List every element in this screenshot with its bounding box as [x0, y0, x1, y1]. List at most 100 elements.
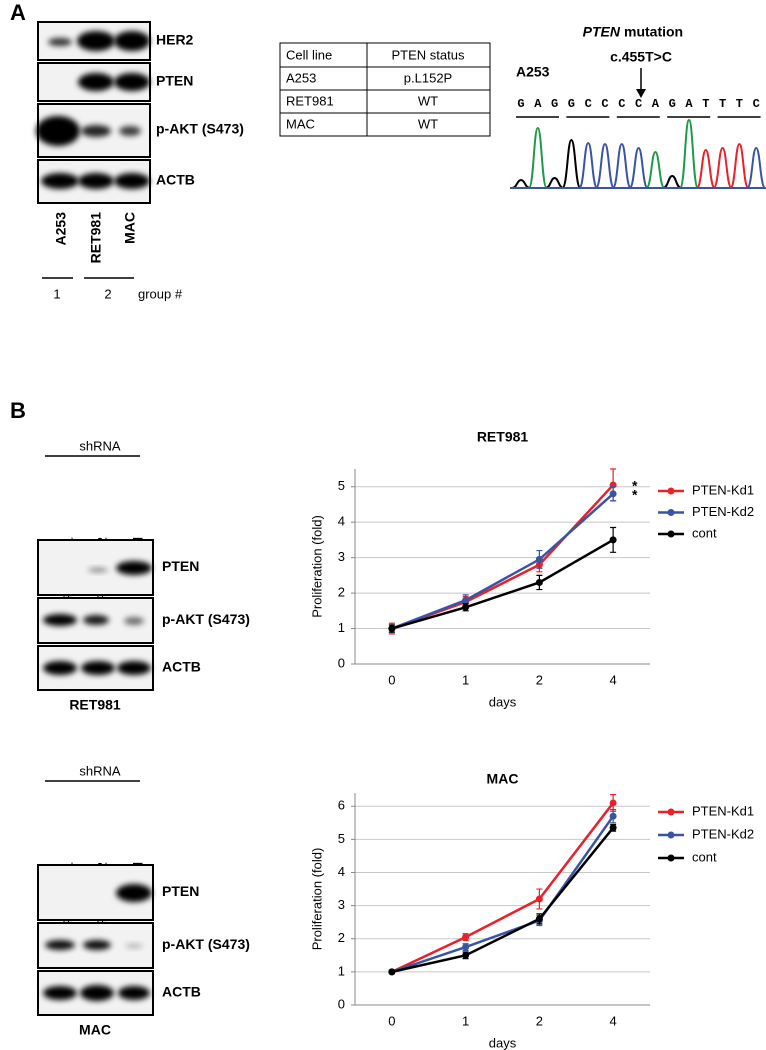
x-axis-label: days — [489, 694, 517, 709]
data-point — [388, 968, 396, 976]
lane-label: RET981 — [88, 212, 104, 264]
data-point — [462, 933, 470, 941]
blot-band — [77, 31, 115, 51]
y-axis-label: Proliferation (fold) — [309, 515, 324, 618]
x-tick-label: 1 — [462, 672, 469, 687]
series-line — [391, 492, 614, 630]
data-point — [609, 490, 617, 498]
x-tick-label: 2 — [536, 672, 543, 687]
series-line — [391, 826, 615, 974]
blot-band — [43, 986, 77, 1000]
base-call: G — [551, 97, 558, 111]
data-point — [462, 943, 470, 951]
base-call: T — [719, 97, 726, 111]
blot-band — [114, 31, 150, 51]
base-call: C — [601, 97, 608, 111]
annotation: * — [632, 478, 638, 494]
data-point — [462, 603, 470, 611]
blot-row-label: PTEN — [162, 883, 199, 899]
base-call: A — [534, 97, 542, 111]
legend-label: cont — [692, 849, 717, 864]
trace-peak — [545, 176, 564, 189]
blot-band — [88, 568, 108, 572]
y-tick-label: 6 — [338, 798, 345, 813]
trace-peak — [662, 174, 682, 189]
y-tick-label: 1 — [338, 620, 345, 635]
blot-band — [116, 561, 152, 575]
y-tick-label: 0 — [338, 655, 345, 670]
blot-row-label: PTEN — [156, 73, 193, 89]
blot-band — [125, 944, 143, 948]
shrna-label: shRNA — [79, 438, 121, 453]
y-tick-label: 2 — [338, 930, 345, 945]
y-tick-label: 5 — [338, 831, 345, 846]
blot-row-label: HER2 — [156, 32, 194, 48]
blot-band — [118, 986, 150, 1000]
group-number: 1 — [53, 286, 60, 301]
blot-row-label: ACTB — [162, 659, 201, 675]
y-axis-label: Proliferation (fold) — [309, 848, 324, 951]
blot-band — [43, 661, 77, 675]
series-line — [391, 484, 615, 630]
annotation: * — [632, 487, 638, 503]
blot-row-label: ACTB — [162, 984, 201, 1000]
panel-label: A — [10, 0, 26, 25]
legend-label: PTEN-Kd1 — [692, 482, 754, 497]
mutation-arrowhead — [636, 89, 646, 98]
legend-label: PTEN-Kd2 — [692, 504, 754, 519]
blot-band — [114, 173, 150, 189]
x-tick-label: 1 — [462, 1013, 469, 1028]
group-label: group # — [138, 286, 183, 301]
base-call: C — [618, 97, 625, 111]
blot-band — [116, 884, 152, 902]
x-tick-label: 4 — [610, 672, 617, 687]
trace-peak — [679, 118, 699, 189]
y-tick-label: 1 — [338, 963, 345, 978]
base-call: G — [568, 97, 575, 111]
legend-label: PTEN-Kd1 — [692, 803, 754, 818]
legend-marker — [667, 509, 675, 516]
base-call: T — [702, 97, 709, 111]
mutation-label: c.455T>C — [610, 49, 672, 65]
trace-peak — [595, 142, 615, 189]
sample-label: A253 — [516, 64, 550, 80]
table-cell: p.L152P — [404, 70, 452, 85]
legend-marker — [667, 487, 675, 495]
blot-band — [80, 985, 114, 1001]
lane-label: A253 — [53, 212, 69, 246]
blot-band — [78, 173, 114, 189]
base-call: C — [635, 97, 642, 111]
series-line — [391, 538, 614, 630]
table-cell: A253 — [286, 70, 316, 85]
panel-label: B — [10, 398, 26, 423]
blot-band — [48, 38, 72, 46]
base-call: G — [669, 97, 676, 111]
y-tick-label: 0 — [338, 996, 345, 1011]
legend-label: cont — [692, 525, 717, 540]
chart-title: MAC — [487, 771, 519, 787]
table-cell: WT — [418, 116, 438, 131]
table-header: PTEN status — [392, 47, 465, 62]
blot-band — [124, 617, 144, 625]
blot-band — [43, 614, 77, 626]
trace-peak — [695, 148, 716, 189]
sequence-title: mutation — [624, 24, 683, 40]
x-tick-label: 0 — [388, 672, 395, 687]
trace-peak — [729, 142, 750, 189]
trace-peak — [511, 178, 531, 189]
x-axis-label: days — [489, 1035, 517, 1050]
base-call: C — [585, 97, 592, 111]
blot-band — [83, 940, 111, 950]
data-point — [609, 812, 617, 820]
y-tick-label: 3 — [338, 549, 345, 564]
data-point — [609, 536, 617, 544]
trace-peak — [611, 142, 632, 189]
trace-peak — [527, 126, 548, 189]
x-tick-label: 2 — [536, 1013, 543, 1028]
y-tick-label: 4 — [338, 864, 345, 879]
blot-row-label: p-AKT (S473) — [162, 936, 250, 952]
data-point — [535, 915, 543, 923]
data-point — [462, 951, 470, 959]
y-tick-label: 3 — [338, 897, 345, 912]
